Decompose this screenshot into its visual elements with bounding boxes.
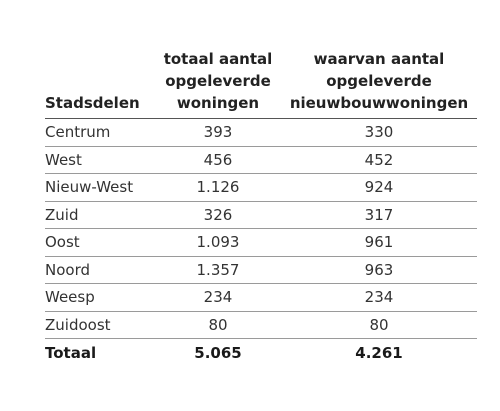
header-totaal: totaal aantal opgeleverde woningen (155, 48, 281, 119)
housing-table: Stadsdelen totaal aantal opgeleverde won… (45, 48, 477, 366)
total-row: Totaal 5.065 4.261 (45, 339, 477, 367)
cell-stadsdeel: West (45, 146, 155, 174)
cell-totaal: 1.126 (155, 173, 281, 202)
table-row: Centrum 393 330 (45, 118, 477, 147)
cell-nieuwbouw: 963 (281, 256, 477, 284)
header-stadsdelen: Stadsdelen (45, 48, 155, 119)
cell-nieuwbouw: 80 (281, 311, 477, 339)
table-row: Weesp 234 234 (45, 283, 477, 312)
header-nieuwbouw-line-2: opgeleverde (326, 72, 432, 90)
header-nieuwbouw-line-1: waarvan aantal (313, 50, 445, 68)
cell-stadsdeel: Centrum (45, 118, 155, 147)
table-row: Oost 1.093 961 (45, 228, 477, 257)
cell-nieuwbouw: 452 (281, 146, 477, 174)
total-nieuwbouw: 4.261 (355, 343, 403, 362)
table-row: West 456 452 (45, 146, 477, 174)
header-row: Stadsdelen totaal aantal opgeleverde won… (45, 48, 477, 119)
cell-stadsdeel: Oost (45, 228, 155, 257)
table-row: Zuidoost 80 80 (45, 311, 477, 339)
cell-nieuwbouw: 317 (281, 201, 477, 229)
header-totaal-line-1: totaal aantal (163, 50, 273, 68)
cell-totaal: 234 (155, 283, 281, 312)
cell-nieuwbouw: 234 (281, 283, 477, 312)
cell-totaal: 326 (155, 201, 281, 229)
cell-stadsdeel: Nieuw-West (45, 173, 155, 202)
table-row: Noord 1.357 963 (45, 256, 477, 284)
cell-totaal: 1.357 (155, 256, 281, 284)
cell-stadsdeel: Weesp (45, 283, 155, 312)
header-totaal-line-2: opgeleverde (165, 72, 271, 90)
cell-nieuwbouw: 961 (281, 228, 477, 257)
cell-stadsdeel: Zuidoost (45, 311, 155, 339)
cell-nieuwbouw: 330 (281, 118, 477, 147)
cell-totaal: 456 (155, 146, 281, 174)
cell-totaal: 80 (155, 311, 281, 339)
cell-totaal: 393 (155, 118, 281, 147)
cell-nieuwbouw: 924 (281, 173, 477, 202)
total-label: Totaal (45, 343, 97, 362)
table-row: Zuid 326 317 (45, 201, 477, 229)
cell-stadsdeel: Noord (45, 256, 155, 284)
header-nieuwbouw-line-3: nieuwbouwwoningen (289, 94, 469, 112)
cell-totaal: 1.093 (155, 228, 281, 257)
header-totaal-line-3: woningen (176, 94, 260, 112)
header-nieuwbouw: waarvan aantal opgeleverde nieuwbouwwoni… (281, 48, 477, 119)
housing-table-container: Stadsdelen totaal aantal opgeleverde won… (45, 48, 477, 366)
cell-stadsdeel: Zuid (45, 201, 155, 229)
total-totaal: 5.065 (194, 343, 242, 362)
table-row: Nieuw-West 1.126 924 (45, 173, 477, 202)
